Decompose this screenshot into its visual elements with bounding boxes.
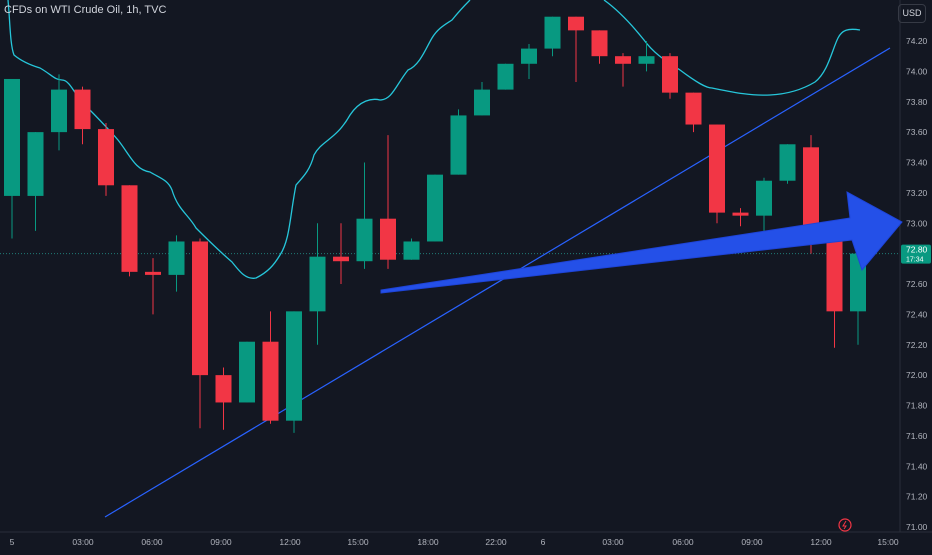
candle-body[interactable] (262, 341, 279, 421)
candle-body[interactable] (145, 271, 161, 275)
candle-body[interactable] (286, 311, 302, 421)
price-tick-label: 72.00 (906, 370, 928, 380)
time-tick-label: 6 (541, 537, 546, 547)
candle-body[interactable] (450, 115, 467, 175)
candle-body[interactable] (121, 185, 138, 272)
price-tick-label: 72.40 (906, 309, 928, 319)
candle-body[interactable] (427, 174, 443, 242)
candle-body[interactable] (51, 89, 67, 133)
price-tick-label: 73.20 (906, 188, 928, 198)
trendline (104, 47, 891, 518)
time-tick-label: 09:00 (741, 537, 763, 547)
candle-body[interactable] (215, 375, 232, 403)
price-tick-label: 73.40 (906, 158, 928, 168)
price-tick-label: 71.40 (906, 461, 928, 471)
time-tick-label: 12:00 (810, 537, 832, 547)
candle-body[interactable] (544, 16, 561, 49)
candle-body[interactable] (826, 241, 843, 312)
candle-body[interactable] (4, 78, 20, 196)
replay-icon-bolt (842, 520, 847, 530)
candle-body[interactable] (27, 132, 44, 196)
price-tick-label: 74.20 (906, 36, 928, 46)
price-tick-label: 74.00 (906, 66, 928, 76)
replay-icon[interactable] (838, 518, 852, 532)
candle-body[interactable] (803, 147, 819, 242)
price-tick-label: 73.00 (906, 218, 928, 228)
price-tick-label: 73.60 (906, 127, 928, 137)
envelope-upper-right (603, 0, 861, 96)
forecast-arrow (380, 191, 903, 294)
candle-body[interactable] (309, 256, 326, 312)
candle-body[interactable] (497, 63, 514, 90)
time-tick-label: 15:00 (347, 537, 369, 547)
price-tick-label: 73.80 (906, 97, 928, 107)
current-price-value: 72.80 (906, 245, 928, 255)
candle-body[interactable] (615, 56, 631, 64)
time-tick-label: 22:00 (485, 537, 507, 547)
candle-body[interactable] (74, 89, 91, 130)
time-tick-label: 06:00 (672, 537, 694, 547)
candle-body[interactable] (239, 341, 255, 403)
price-tick-label: 71.60 (906, 431, 928, 441)
current-price-badge (901, 244, 931, 264)
price-tick-label: 71.80 (906, 401, 928, 411)
candle-body[interactable] (732, 212, 749, 216)
time-tick-label: 03:00 (72, 537, 94, 547)
candle-body[interactable] (591, 30, 608, 57)
time-tick-label: 03:00 (602, 537, 624, 547)
candle-body[interactable] (662, 56, 678, 93)
time-tick-label: 09:00 (210, 537, 232, 547)
time-tick-label: 18:00 (417, 537, 439, 547)
candle-body[interactable] (403, 241, 420, 260)
candle-body[interactable] (685, 92, 702, 125)
candle-body[interactable] (521, 48, 537, 64)
price-tick-label: 71.20 (906, 492, 928, 502)
time-tick-label: 15:00 (877, 537, 899, 547)
time-tick-label: 06:00 (141, 537, 163, 547)
time-tick-label: 12:00 (279, 537, 301, 547)
price-tick-label: 71.00 (906, 522, 928, 532)
candle-body[interactable] (98, 129, 114, 186)
candle-body[interactable] (709, 124, 725, 213)
candle-body[interactable] (168, 241, 185, 275)
candle-body[interactable] (568, 16, 584, 31)
candle-body[interactable] (638, 56, 655, 64)
candle-body[interactable] (756, 180, 772, 216)
time-tick-label: 5 (10, 537, 15, 547)
envelope-upper-left (7, 0, 471, 279)
candle-body[interactable] (356, 218, 373, 262)
chart-title: CFDs on WTI Crude Oil, 1h, TVC (4, 4, 167, 16)
candle-body[interactable] (474, 89, 490, 116)
currency-button[interactable]: USD (898, 4, 926, 23)
candle-body[interactable] (779, 144, 796, 181)
candle-body[interactable] (380, 218, 396, 260)
price-tick-label: 72.20 (906, 340, 928, 350)
candle-body[interactable] (333, 256, 349, 262)
bar-countdown: 17:34 (906, 257, 924, 264)
price-tick-label: 72.60 (906, 279, 928, 289)
candle-body[interactable] (192, 241, 208, 376)
